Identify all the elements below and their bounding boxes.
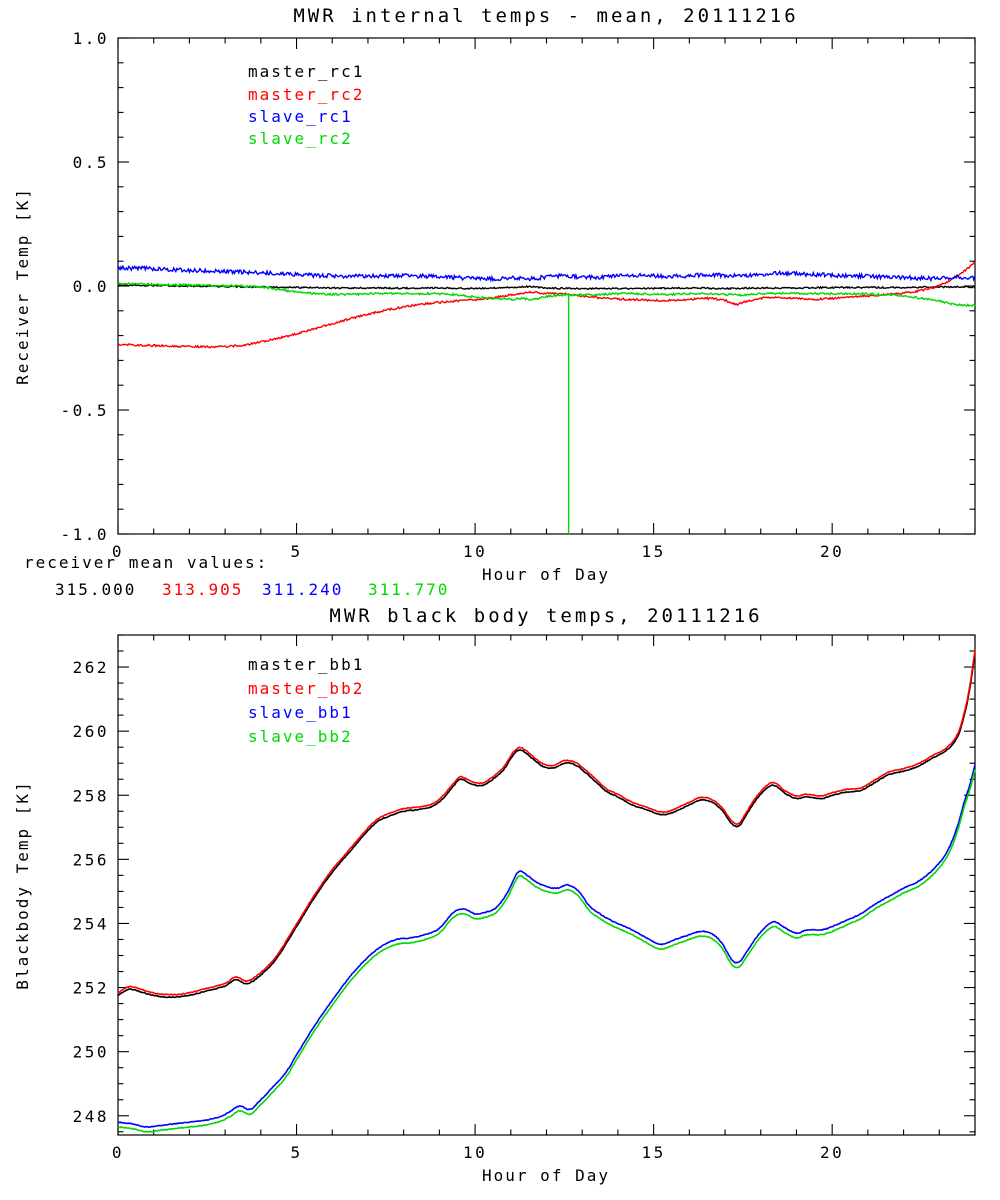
legend-master-rc1: master_rc1: [248, 62, 364, 81]
bottom-x-axis-label: Hour of Day: [482, 1166, 610, 1185]
receiver-mean-value-master-rc1: 315.000: [55, 580, 136, 599]
top-chart-title: MWR internal temps - mean, 20111216: [293, 5, 798, 27]
y-tick-label: 262: [73, 658, 109, 677]
x-tick-label: 20: [820, 542, 844, 561]
y-tick-label: 0.5: [73, 153, 109, 172]
y-tick-label: 252: [73, 979, 109, 998]
bottom-chart-title: MWR black body temps, 20111216: [329, 605, 762, 627]
series-master_rc2-line: [117, 261, 976, 349]
series-master_bb1-line: [117, 652, 976, 999]
y-tick-label: -1.0: [60, 525, 109, 544]
legend-slave-rc2: slave_rc2: [248, 129, 353, 148]
legend-slave-bb1: slave_bb1: [248, 703, 353, 722]
x-tick-label: 10: [463, 542, 487, 561]
top-y-axis-label: Receiver Temp [K]: [13, 187, 32, 385]
bottom-y-axis-label: Blackbody Temp [K]: [13, 780, 32, 989]
y-tick-label: 254: [73, 914, 109, 933]
series-master_bb2-line: [117, 650, 976, 996]
x-tick-label: 5: [290, 1143, 302, 1162]
receiver-mean-value-slave-rc1: 311.240: [262, 580, 343, 599]
y-tick-label: 248: [73, 1107, 109, 1126]
top-x-axis-label: Hour of Day: [482, 565, 610, 584]
x-tick-label: 20: [820, 1143, 844, 1162]
y-tick-label: 0.0: [73, 277, 109, 296]
receiver-mean-value-master-rc2: 313.905: [162, 580, 243, 599]
plot-area: 0 5 10 15 20 -1.0 -0.5 0.0 0.5 1.0: [60, 29, 976, 561]
y-tick-label: 258: [73, 786, 109, 805]
plot-area: 0 5 10 15 20 248 250 252 254 256 258 260 262: [73, 634, 976, 1162]
y-tick-label: -0.5: [60, 401, 109, 420]
x-tick-label: 0: [112, 1143, 124, 1162]
x-tick-label: 5: [290, 542, 302, 561]
x-tick-label: 15: [641, 542, 665, 561]
x-tick-label: 10: [463, 1143, 487, 1162]
legend-master-bb1: master_bb1: [248, 655, 364, 674]
y-tick-label: 1.0: [73, 29, 109, 48]
plot-frame: [117, 634, 976, 1136]
receiver-means-label: receiver mean values:: [24, 553, 268, 572]
x-tick-label: 0: [112, 542, 124, 561]
series-slave_bb2-line: [117, 769, 976, 1133]
x-tick-label: 15: [641, 1143, 665, 1162]
y-tick-label: 256: [73, 850, 109, 869]
receiver-temp-chart: MWR internal temps - mean, 20111216 Rece…: [13, 5, 976, 599]
y-tick-label: 260: [73, 722, 109, 741]
blackbody-temp-chart: MWR black body temps, 20111216 Blackbody…: [13, 605, 976, 1185]
legend-slave-rc1: slave_rc1: [248, 107, 353, 126]
series-slave_rc1-line: [117, 264, 976, 283]
legend-master-rc2: master_rc2: [248, 85, 364, 104]
legend-slave-bb2: slave_bb2: [248, 727, 353, 746]
legend-master-bb2: master_bb2: [248, 679, 364, 698]
series-slave_rc2-line: [117, 281, 976, 534]
series-slave_bb1-line: [117, 764, 976, 1129]
y-tick-label: 250: [73, 1043, 109, 1062]
receiver-mean-value-slave-rc2: 311.770: [368, 580, 449, 599]
